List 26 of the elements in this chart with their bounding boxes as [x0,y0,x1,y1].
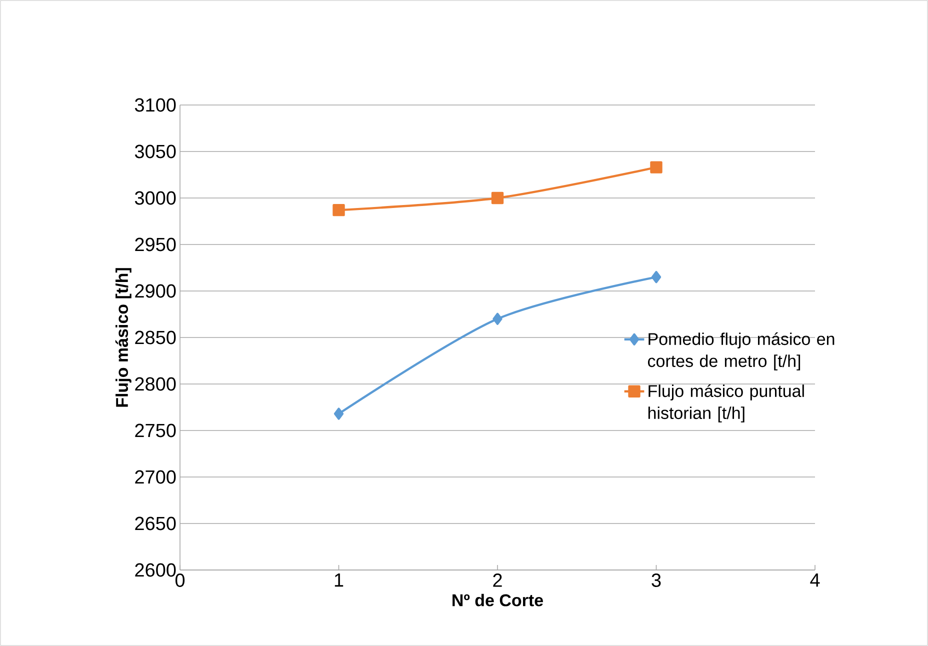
x-tick-label: 4 [810,574,820,587]
y-tick-label: 2600 [135,563,176,577]
point [650,161,662,174]
x-tick-label: 1 [334,574,344,587]
x-axis-title: Nº de Corte [452,594,543,606]
y-tick-label: 2700 [135,470,176,484]
y-axis-title: Flujo másico [t/h] [115,268,132,407]
y-tick-label: 2650 [135,516,176,530]
x-tick-label: 3 [652,574,661,587]
x-tick-label: 2 [493,574,502,587]
point [334,408,344,420]
y-tick-label: 2950 [135,238,176,252]
legend-label: Flujo másico puntual historian [t/h] [648,384,804,422]
y-tick-label: 2900 [135,284,176,298]
y-tick-label: 2750 [135,424,176,438]
y-tick-label: 2850 [135,330,176,344]
y-tick-label: 3100 [134,98,176,112]
point [491,192,504,204]
point [332,204,345,216]
point [651,270,662,284]
y-tick-label: 2800 [135,377,176,391]
point [492,312,502,325]
x-tick-label: 0 [175,574,185,587]
y-tick-label: 3050 [134,144,176,158]
y-tick-label: 3000 [134,191,176,205]
legend-label: Pomedio flujo másico en cortes de metro [t/h] [648,332,834,370]
